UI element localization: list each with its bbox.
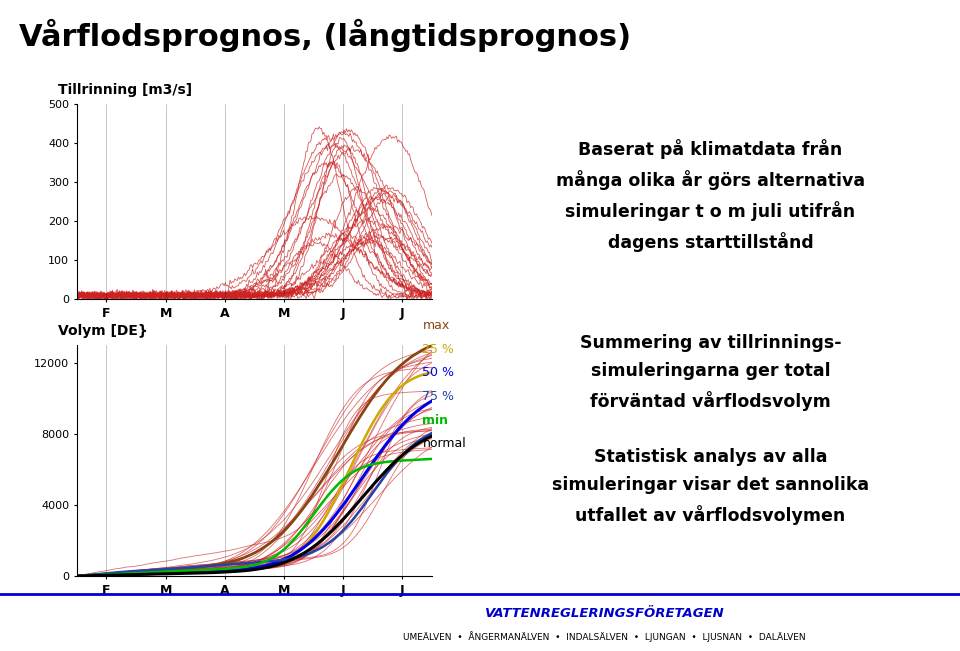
Text: Baserat på klimatdata från
många olika år görs alternativa
simuleringar t o m ju: Baserat på klimatdata från många olika å… <box>556 139 865 252</box>
Text: max: max <box>422 319 449 332</box>
Text: 50 %: 50 % <box>422 367 454 380</box>
Text: UMEÄLVEN  •  ÅNGERMANÄLVEN  •  INDALSÄLVEN  •  LJUNGAN  •  LJUSNAN  •  DALÄLVEN: UMEÄLVEN • ÅNGERMANÄLVEN • INDALSÄLVEN •… <box>403 631 806 642</box>
Text: Volym [DE}: Volym [DE} <box>58 324 147 339</box>
Text: 75 %: 75 % <box>422 390 454 403</box>
Text: Summering av tillrinnings-
simuleringarna ger total
förväntad vårflodsvolym

Sta: Summering av tillrinnings- simuleringarn… <box>552 334 869 525</box>
Text: VATTENREGLERINGSFÖRETAGEN: VATTENREGLERINGSFÖRETAGEN <box>485 607 725 620</box>
Text: normal: normal <box>422 437 467 450</box>
Text: min: min <box>422 413 448 426</box>
Text: Vårflodsprognos, (långtidsprognos): Vårflodsprognos, (långtidsprognos) <box>19 20 632 52</box>
Text: Tillrinning [m3/s]: Tillrinning [m3/s] <box>58 83 192 97</box>
Text: 25 %: 25 % <box>422 342 454 355</box>
